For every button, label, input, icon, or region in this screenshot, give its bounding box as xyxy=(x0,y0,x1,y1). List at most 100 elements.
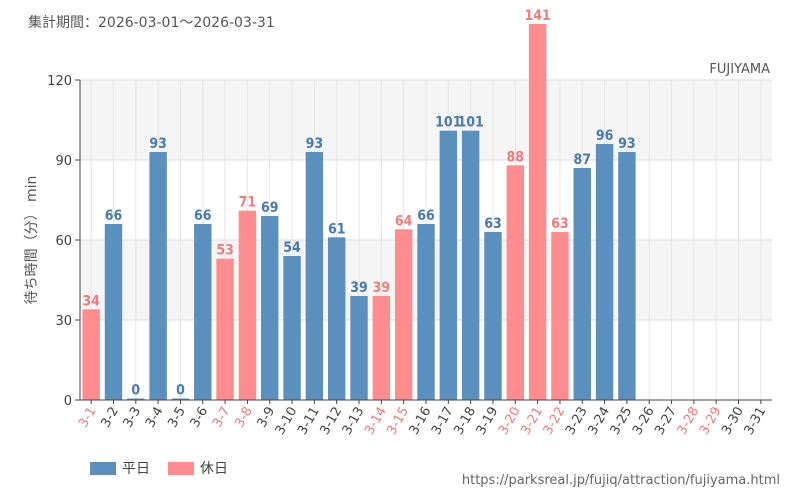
x-tick-label-3-18: 3-18 xyxy=(451,405,479,438)
x-tick-label-3-26: 3-26 xyxy=(630,405,658,438)
bar-3-16 xyxy=(417,224,435,400)
bar-3-12 xyxy=(328,237,346,400)
bar-3-8 xyxy=(238,210,257,400)
x-tick-label-3-27: 3-27 xyxy=(652,405,680,438)
bar-3-10 xyxy=(283,256,301,400)
legend-holiday-swatch xyxy=(168,461,194,475)
value-label-3-3: 0 xyxy=(131,383,140,399)
x-tick-label-3-3: 3-3 xyxy=(121,405,145,431)
value-label-3-23: 87 xyxy=(573,152,591,168)
value-label-3-2: 66 xyxy=(105,208,123,224)
bar-3-24 xyxy=(595,144,614,400)
value-label-3-18: 101 xyxy=(457,115,483,131)
value-label-3-7: 53 xyxy=(216,243,234,259)
bar-3-15 xyxy=(394,229,413,400)
bar-3-14 xyxy=(372,296,391,400)
x-tick-label-3-7: 3-7 xyxy=(210,405,234,431)
y-tick-labels: 0 30 60 90 120 xyxy=(47,74,80,409)
value-label-3-4: 93 xyxy=(149,136,167,152)
bar-3-5 xyxy=(171,398,190,400)
x-tick-label-3-22: 3-22 xyxy=(541,405,569,438)
bar-3-18 xyxy=(461,130,480,400)
legend: 平日 休日 xyxy=(90,458,228,478)
x-tick-label-3-20: 3-20 xyxy=(496,405,524,438)
bar-3-3 xyxy=(127,398,145,400)
value-label-3-5: 0 xyxy=(176,383,185,399)
x-tick-label-3-16: 3-16 xyxy=(407,405,435,438)
x-tick-label-3-30: 3-30 xyxy=(719,405,747,438)
bar-3-23 xyxy=(573,168,591,400)
value-label-3-9: 69 xyxy=(261,200,279,216)
x-tick-label-3-1: 3-1 xyxy=(76,405,100,431)
bar-3-7 xyxy=(216,258,234,400)
x-tick-label-3-21: 3-21 xyxy=(518,405,546,438)
value-label-3-1: 34 xyxy=(82,293,100,309)
bar-3-1 xyxy=(82,309,100,400)
legend-weekday: 平日 xyxy=(90,458,150,478)
value-label-3-8: 71 xyxy=(239,195,257,211)
x-tick-label-3-28: 3-28 xyxy=(675,405,703,438)
period-title: 集計期間：2026-03-01～2026-03-31 xyxy=(28,15,275,31)
y-tick-label: 90 xyxy=(55,154,72,169)
x-tick-label-3-12: 3-12 xyxy=(317,405,345,438)
x-tick-label-3-13: 3-13 xyxy=(340,405,368,438)
value-label-3-13: 39 xyxy=(350,280,368,296)
x-tick-label-3-14: 3-14 xyxy=(362,405,390,438)
x-tick-label-3-19: 3-19 xyxy=(474,405,502,438)
bars xyxy=(82,24,636,400)
bar-3-25 xyxy=(618,152,636,400)
x-tick-label-3-11: 3-11 xyxy=(295,405,323,438)
value-label-3-25: 93 xyxy=(618,136,636,152)
value-label-3-22: 63 xyxy=(551,216,569,232)
x-tick-label-3-4: 3-4 xyxy=(143,405,167,431)
legend-holiday: 休日 xyxy=(168,458,228,478)
bar-3-2 xyxy=(104,224,123,400)
bar-3-13 xyxy=(350,296,368,400)
value-label-3-24: 96 xyxy=(596,128,614,144)
value-label-3-6: 66 xyxy=(194,208,212,224)
x-tick-label-3-8: 3-8 xyxy=(232,405,256,431)
bar-3-11 xyxy=(305,152,324,400)
value-label-3-20: 88 xyxy=(507,149,525,165)
x-tick-label-3-6: 3-6 xyxy=(188,405,212,431)
value-label-3-15: 64 xyxy=(395,213,413,229)
x-tick-labels: 3-13-23-33-43-53-63-73-83-93-103-113-123… xyxy=(76,400,769,438)
x-tick-label-3-2: 3-2 xyxy=(98,405,122,431)
value-label-3-14: 39 xyxy=(373,280,391,296)
x-tick-label-3-15: 3-15 xyxy=(384,405,412,438)
y-axis-label: 待ち時間（分） min xyxy=(24,176,40,305)
legend-weekday-swatch xyxy=(90,461,116,475)
value-label-3-16: 66 xyxy=(417,208,435,224)
x-tick-label-3-31: 3-31 xyxy=(742,405,770,438)
bar-3-9 xyxy=(261,216,279,400)
x-tick-label-3-10: 3-10 xyxy=(273,405,301,438)
value-label-3-17: 101 xyxy=(435,115,461,131)
y-tick-label: 0 xyxy=(64,394,72,409)
value-label-3-11: 93 xyxy=(306,136,324,152)
bar-3-21 xyxy=(528,24,547,400)
x-tick-label-3-23: 3-23 xyxy=(563,405,591,438)
bar-3-17 xyxy=(439,130,458,400)
legend-weekday-label: 平日 xyxy=(122,461,150,477)
legend-holiday-label: 休日 xyxy=(200,461,228,477)
y-tick-label: 30 xyxy=(55,314,72,329)
value-label-3-19: 63 xyxy=(484,216,502,232)
bar-3-22 xyxy=(551,232,569,400)
bar-3-6 xyxy=(194,224,212,400)
value-label-3-21: 141 xyxy=(524,8,550,24)
source-url[interactable]: https://parksreal.jp/fujiq/attraction/fu… xyxy=(461,473,780,488)
bar-3-20 xyxy=(506,165,524,400)
bar-3-19 xyxy=(484,232,502,400)
x-tick-label-3-25: 3-25 xyxy=(608,405,636,438)
x-tick-label-3-5: 3-5 xyxy=(165,405,189,431)
y-tick-label: 60 xyxy=(55,234,72,249)
value-label-3-12: 61 xyxy=(328,221,346,237)
value-label-3-10: 54 xyxy=(283,240,301,256)
x-tick-label-3-29: 3-29 xyxy=(697,405,725,438)
bar-3-4 xyxy=(149,152,167,400)
x-tick-label-3-17: 3-17 xyxy=(429,405,457,438)
y-tick-label: 120 xyxy=(47,74,72,89)
attraction-name: FUJIYAMA xyxy=(709,62,770,77)
